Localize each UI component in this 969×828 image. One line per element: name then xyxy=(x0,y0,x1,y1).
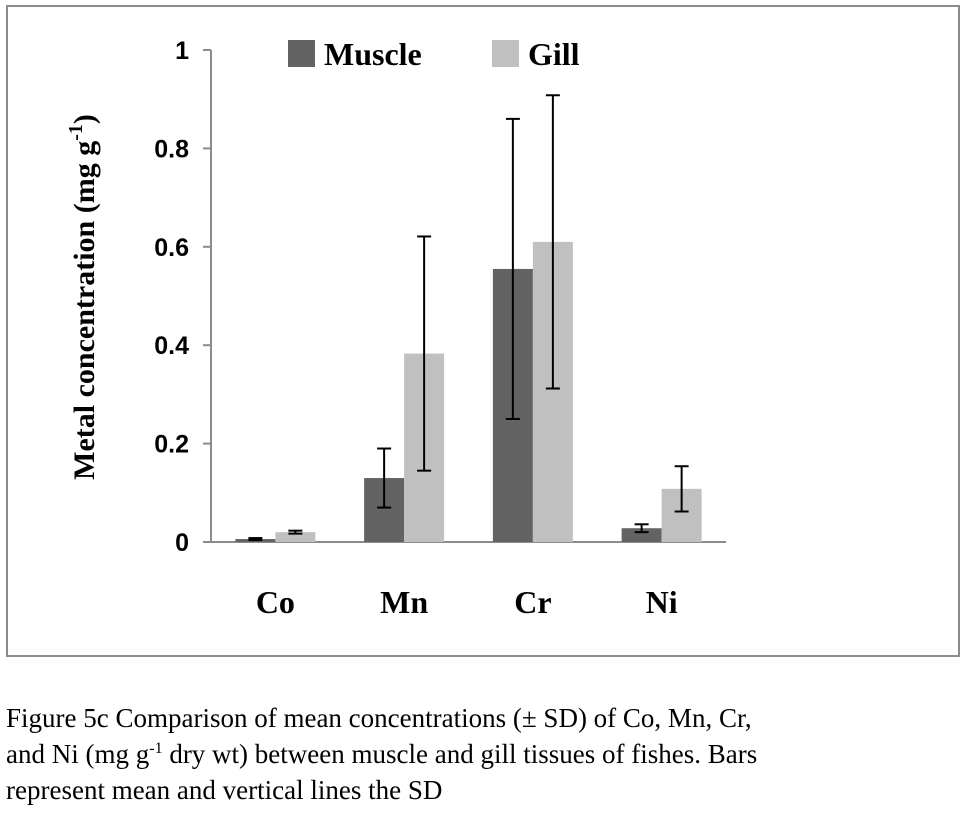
caption-line-1: Figure 5c Comparison of mean concentrati… xyxy=(6,703,752,733)
caption-line-2-sup: -1 xyxy=(149,740,163,757)
y-tick-label: 1 xyxy=(175,37,189,65)
legend-swatch-gill xyxy=(492,40,519,67)
svg-text:Metal concentration (mg g-1): Metal concentration (mg g-1) xyxy=(65,114,101,480)
bar-chart: Metal concentration (mg g-1) 0 0.2 0.4 0.6 0… xyxy=(65,36,726,620)
y-tick-label: 0.2 xyxy=(154,431,189,459)
caption-line-2: and Ni (mg g-1 dry wt) between muscle an… xyxy=(6,736,956,772)
x-category-label: Ni xyxy=(646,584,678,620)
caption-line-2-pre: and Ni (mg g xyxy=(6,739,150,769)
y-axis-title-close: ) xyxy=(68,114,101,124)
legend-swatch-muscle xyxy=(288,40,315,67)
y-axis-title-sup: -1 xyxy=(65,124,87,141)
bar-muscle xyxy=(621,528,662,542)
y-tick-label: 0.4 xyxy=(154,332,189,360)
y-axis-title-main: Metal concentration (mg g xyxy=(68,141,101,480)
y-axis-title: Metal concentration (mg g-1) xyxy=(65,114,101,480)
bar-gill xyxy=(275,532,316,542)
caption-line-3: represent mean and vertical lines the SD xyxy=(6,775,443,805)
caption-line-2-post: dry wt) between muscle and gill tissues … xyxy=(162,739,758,769)
x-category-label: Co xyxy=(256,584,295,620)
y-tick-label: 0.6 xyxy=(154,234,189,262)
y-tick-label: 0.8 xyxy=(154,135,189,163)
x-category-label: Cr xyxy=(514,584,551,620)
chart-frame: Metal concentration (mg g-1) 0 0.2 0.4 0.6 0… xyxy=(6,5,960,657)
x-category-label: Mn xyxy=(380,584,428,620)
figure-caption: Figure 5c Comparison of mean concentrati… xyxy=(6,700,956,808)
y-tick-label: 0 xyxy=(175,529,189,557)
legend-label-muscle: Muscle xyxy=(324,36,422,72)
legend-label-gill: Gill xyxy=(528,36,580,72)
